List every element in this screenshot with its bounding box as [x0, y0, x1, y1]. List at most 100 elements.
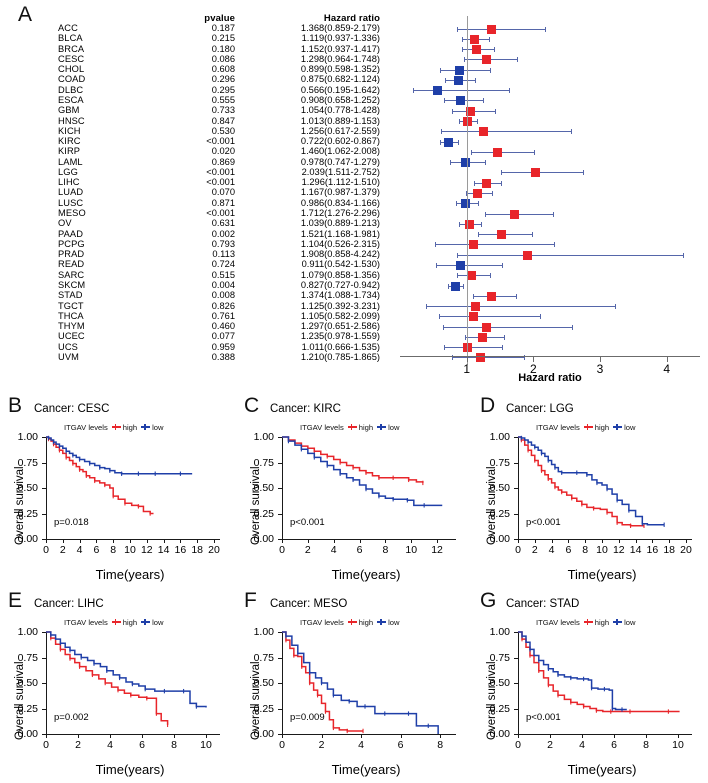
forest-row-pvalue: 0.515 — [211, 269, 235, 280]
km-pvalue-annotation: p<0.001 — [526, 516, 561, 528]
hazard-ratio-marker — [481, 322, 491, 332]
ci-cap-upper — [502, 345, 504, 351]
km-x-tick — [46, 539, 47, 543]
hazard-ratio-marker — [487, 291, 497, 301]
km-x-tick — [110, 734, 111, 738]
x-axis-tick-label: 2 — [529, 362, 537, 376]
ci-cap-lower — [455, 201, 457, 207]
legend-label-low: low — [388, 618, 400, 627]
forest-row-hr: 1.125(0.392-3.231) — [300, 300, 380, 311]
forest-row-cancer: UVM — [58, 351, 79, 362]
ci-cap-upper — [489, 36, 491, 42]
legend-title: ITGAV levels — [300, 618, 344, 627]
km-curve-low — [518, 436, 665, 526]
km-y-tick — [278, 734, 282, 735]
ci-cap-lower — [451, 108, 453, 114]
km-y-tick-label: 1.00 — [17, 431, 38, 443]
km-x-tick-label: 2 — [547, 739, 553, 751]
forest-plot-canvas — [400, 14, 700, 365]
forest-row-cancer: KICH — [58, 125, 81, 136]
km-x-tick — [46, 734, 47, 738]
km-y-tick-label: 0.00 — [489, 533, 510, 545]
km-pvalue-annotation: p=0.002 — [54, 711, 89, 723]
forest-row: LGG <0.001 2.039(1.511-2.752) — [0, 167, 708, 178]
forest-marker-group — [400, 75, 700, 86]
legend-swatch-high — [111, 619, 121, 625]
km-y-tick-label: 0.75 — [17, 651, 38, 664]
hazard-ratio-marker — [522, 250, 532, 260]
km-y-tick-label: 0.75 — [17, 456, 38, 469]
km-curve-high — [46, 436, 154, 515]
km-y-axis-line — [46, 437, 47, 540]
confidence-interval-line — [500, 172, 584, 174]
km-x-axis-line — [46, 734, 220, 735]
km-curve-low — [46, 436, 193, 475]
forest-marker-group — [400, 281, 700, 292]
km-y-tick — [514, 632, 518, 633]
km-y-tick — [278, 632, 282, 633]
hazard-ratio-marker — [433, 86, 443, 96]
hazard-ratio-marker — [455, 65, 465, 75]
km-x-tick-label: 6 — [397, 739, 404, 751]
forest-row-cancer: DLBC — [58, 84, 84, 95]
legend-label-high: high — [594, 423, 610, 432]
forest-row-hr: 2.039(1.511-2.752) — [301, 166, 380, 177]
legend-swatch-low — [613, 619, 623, 625]
km-y-tick — [514, 539, 518, 540]
km-x-tick — [113, 539, 115, 543]
forest-row-cancer: PRAD — [58, 249, 85, 260]
km-y-tick — [514, 683, 518, 684]
km-x-tick — [62, 539, 64, 543]
ci-cap-lower — [470, 149, 472, 155]
ci-cap-lower — [440, 139, 442, 145]
km-pvalue-annotation: p<0.001 — [526, 711, 561, 723]
km-x-axis-label: Time(years) — [567, 762, 637, 777]
km-x-tick-label: 12 — [431, 544, 443, 556]
x-axis-tick — [666, 356, 668, 362]
forest-row-hr: 0.827(0.727-0.942) — [300, 280, 380, 290]
forest-row-pvalue: 0.187 — [211, 23, 235, 33]
km-y-tick-label: 0.50 — [253, 482, 274, 494]
km-y-tick — [42, 632, 46, 633]
km-x-tick-label: 6 — [93, 544, 100, 556]
legend-label-low: low — [388, 423, 400, 432]
km-x-tick-label: 4 — [358, 739, 364, 751]
forest-row-hr: 1.119(0.937-1.336) — [301, 33, 380, 44]
forest-row: KICH 0.530 1.256(0.617-2.559) — [0, 126, 708, 137]
ci-cap-lower — [459, 221, 461, 227]
km-x-tick-label: 10 — [200, 739, 212, 751]
legend-swatch-high — [347, 619, 357, 625]
km-x-tick — [585, 539, 587, 543]
forest-row: TGCT 0.826 1.125(0.392-3.231) — [0, 301, 708, 312]
forest-row-pvalue: 0.086 — [211, 53, 235, 64]
forest-row: SARC 0.515 1.079(0.858-1.356) — [0, 270, 708, 281]
forest-row: UVM 0.388 1.210(0.785-1.865) — [0, 352, 708, 363]
panel-letter-c: C — [244, 394, 260, 417]
ci-cap-lower — [477, 232, 479, 238]
km-y-tick — [514, 488, 518, 489]
km-x-axis-line — [46, 539, 220, 540]
km-x-tick — [282, 539, 283, 543]
legend-title: ITGAV levels — [536, 618, 580, 627]
legend-label-high: high — [358, 423, 374, 432]
km-y-tick-label: 0.75 — [489, 651, 510, 664]
ci-cap-lower — [464, 57, 466, 63]
km-x-tick — [582, 734, 583, 738]
hazard-ratio-marker — [473, 188, 483, 198]
ci-cap-upper — [515, 293, 517, 299]
km-x-tick — [669, 539, 671, 543]
legend-label-high: high — [594, 618, 610, 627]
legend-swatch-high — [111, 424, 121, 430]
km-x-tick-label: 18 — [663, 544, 676, 556]
forest-row-hr: 1.013(0.889-1.153) — [300, 115, 380, 126]
forest-marker-group — [400, 126, 700, 137]
km-y-tick — [42, 539, 46, 540]
km-x-tick — [686, 539, 687, 543]
km-x-tick-label: 10 — [672, 739, 684, 751]
km-x-tick — [635, 539, 637, 543]
km-y-tick-label: 0.00 — [17, 728, 38, 740]
km-x-tick — [142, 734, 143, 738]
forest-marker-group — [400, 54, 700, 65]
km-y-tick — [514, 657, 518, 659]
forest-marker-group — [400, 311, 700, 322]
